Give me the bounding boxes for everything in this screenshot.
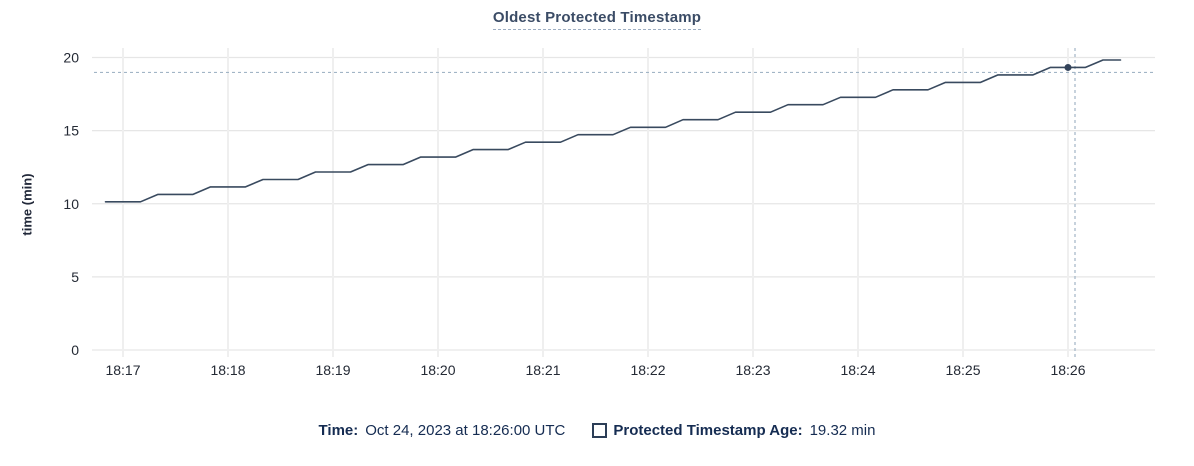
y-tick-label: 10	[63, 196, 79, 212]
hover-point-dot[interactable]	[1064, 63, 1072, 71]
x-tick-label: 18:20	[420, 362, 455, 378]
x-tick-label: 18:21	[525, 362, 560, 378]
legend-time-label: Time:	[318, 421, 359, 439]
x-tick-label: 18:17	[105, 362, 140, 378]
legend-series-swatch-icon[interactable]	[592, 422, 608, 438]
x-tick-label: 18:18	[210, 362, 245, 378]
x-tick-label: 18:24	[840, 362, 875, 378]
legend-series-value: 19.32 min	[809, 421, 876, 439]
chart-legend: Time: Oct 24, 2023 at 18:26:00 UTC Prote…	[0, 419, 1194, 441]
y-tick-label: 20	[63, 50, 79, 66]
x-tick-label: 18:25	[945, 362, 980, 378]
series-line	[104, 59, 1122, 203]
x-tick-label: 18:26	[1050, 362, 1085, 378]
x-tick-label: 18:23	[735, 362, 770, 378]
x-tick-label: 18:19	[315, 362, 350, 378]
legend-series-label: Protected Timestamp Age:	[613, 421, 803, 439]
y-tick-label: 15	[63, 123, 79, 139]
chart-title[interactable]: Oldest Protected Timestamp	[492, 9, 702, 30]
line-chart-plot[interactable]: 0 5 10 15 20 18:17 18:18 18:19 18:20 18:21 18:22 18…	[0, 0, 1194, 410]
legend-time-value: Oct 24, 2023 at 18:26:00 UTC	[365, 421, 566, 439]
y-tick-label: 0	[71, 342, 79, 358]
x-tick-label: 18:22	[630, 362, 665, 378]
chart-title-row: Oldest Protected Timestamp	[0, 9, 1194, 30]
y-tick-label: 5	[71, 269, 79, 285]
